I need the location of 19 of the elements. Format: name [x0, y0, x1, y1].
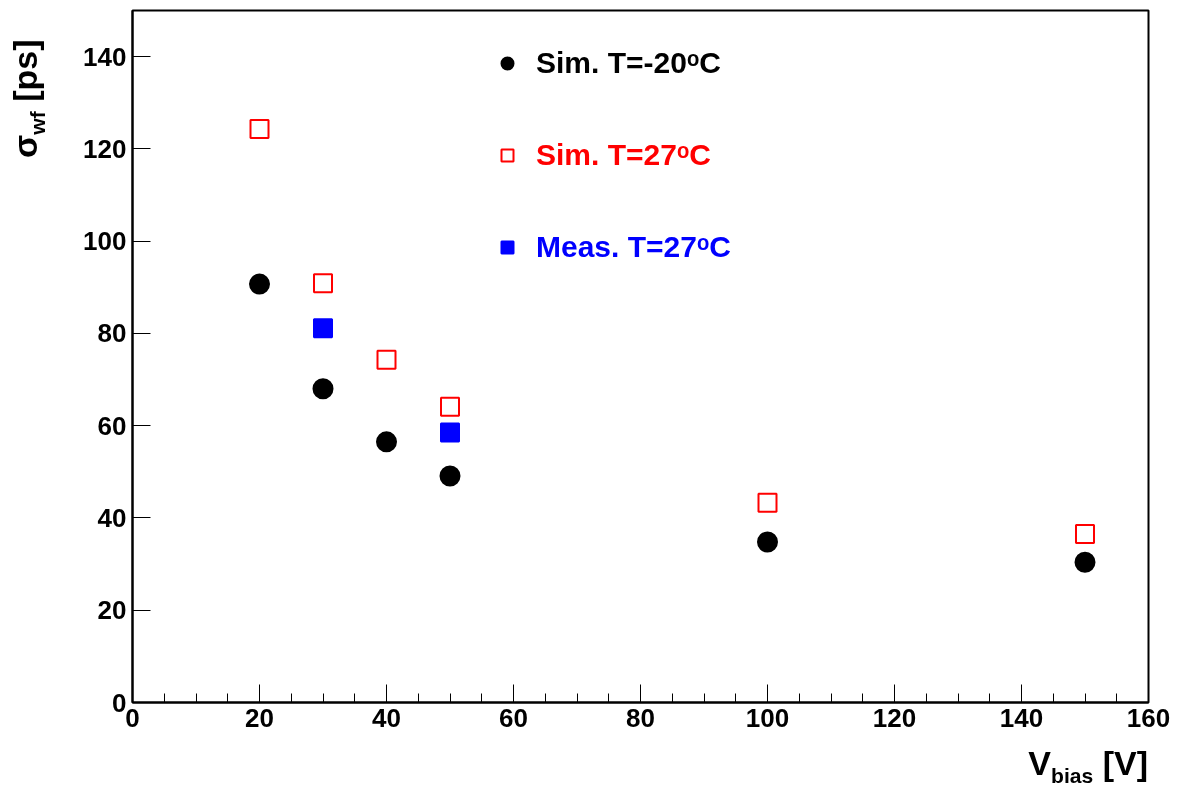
x-tick-label: 160: [1126, 702, 1171, 733]
legend-label: Meas. T=27ᵒC: [536, 230, 731, 264]
x-tick-label: 100: [745, 702, 790, 733]
y-tick-label: 60: [97, 410, 127, 441]
y-tick-label: 100: [83, 226, 127, 257]
y-tick-label: 40: [97, 502, 127, 533]
x-tick-label: 120: [872, 702, 917, 733]
x-tick-label: 40: [372, 702, 401, 733]
legend-label: Sim. T=-20ᵒC: [536, 46, 721, 80]
y-tick-label: 80: [97, 318, 127, 349]
x-tick-label: 80: [626, 702, 655, 733]
xlabel: V$_{bias}$ [V]: [1028, 744, 1148, 788]
y-tick-label: 120: [83, 133, 127, 164]
legend-label: Sim. T=27ᵒC: [536, 138, 711, 172]
y-tick-label: 20: [97, 595, 127, 626]
x-tick-label: 140: [999, 702, 1044, 733]
y-tick-label: 140: [83, 41, 127, 72]
x-tick-label: 20: [245, 702, 274, 733]
x-tick-label: 60: [499, 702, 528, 733]
